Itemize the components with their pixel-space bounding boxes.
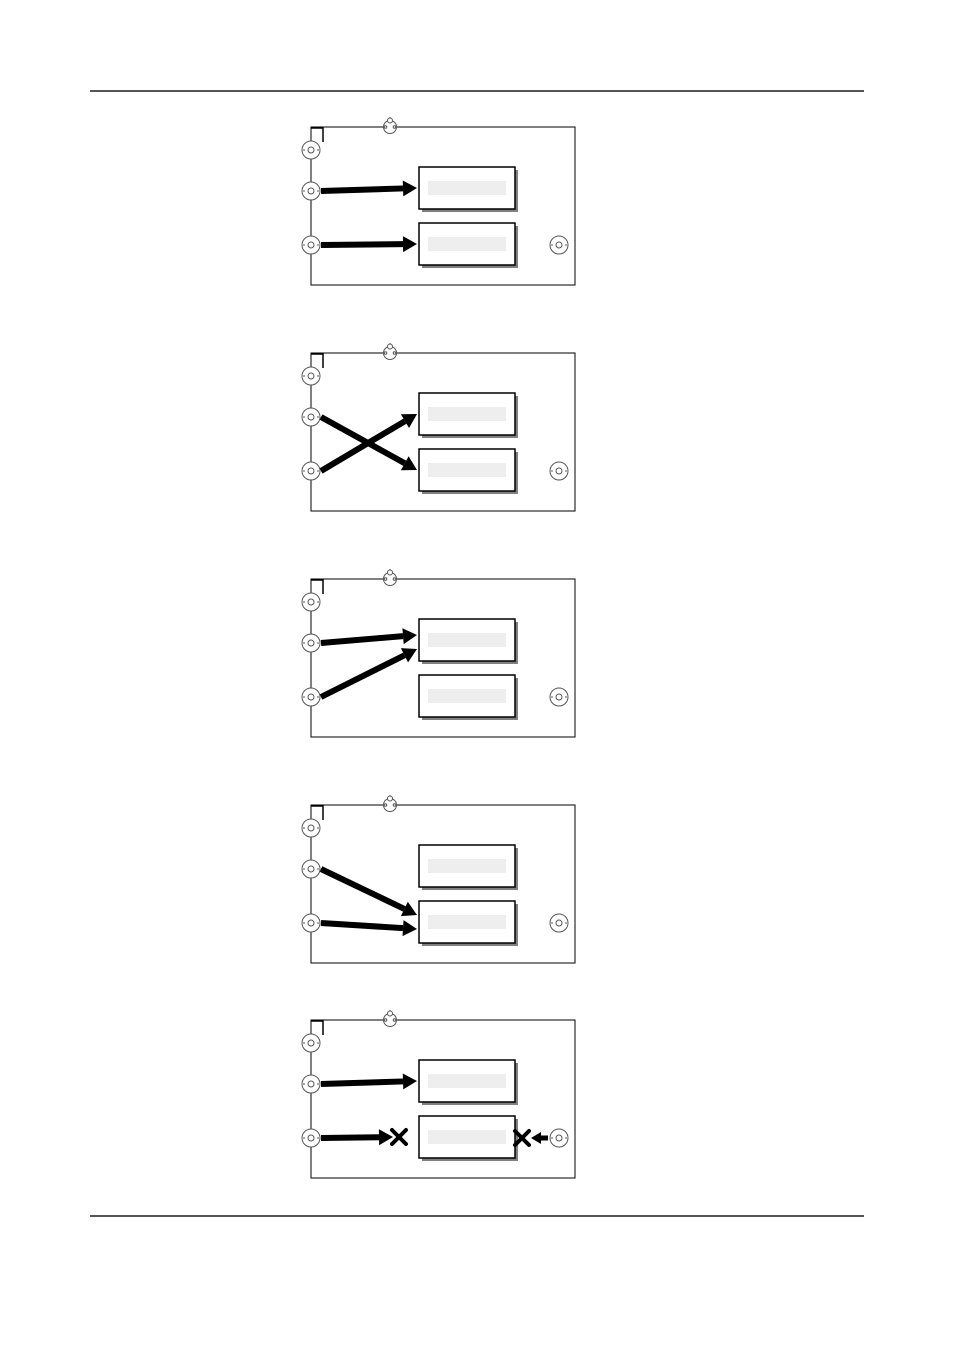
signal-routing-diagram-5 bbox=[295, 1008, 573, 1178]
signal-routing-diagram-4 bbox=[295, 793, 573, 963]
signal-routing-diagram-3 bbox=[295, 567, 573, 737]
page bbox=[0, 0, 954, 1351]
signal-routing-diagram-1 bbox=[295, 115, 573, 285]
top-horizontal-rule bbox=[90, 90, 864, 92]
bottom-horizontal-rule bbox=[90, 1215, 864, 1217]
signal-routing-diagram-2 bbox=[295, 341, 573, 511]
